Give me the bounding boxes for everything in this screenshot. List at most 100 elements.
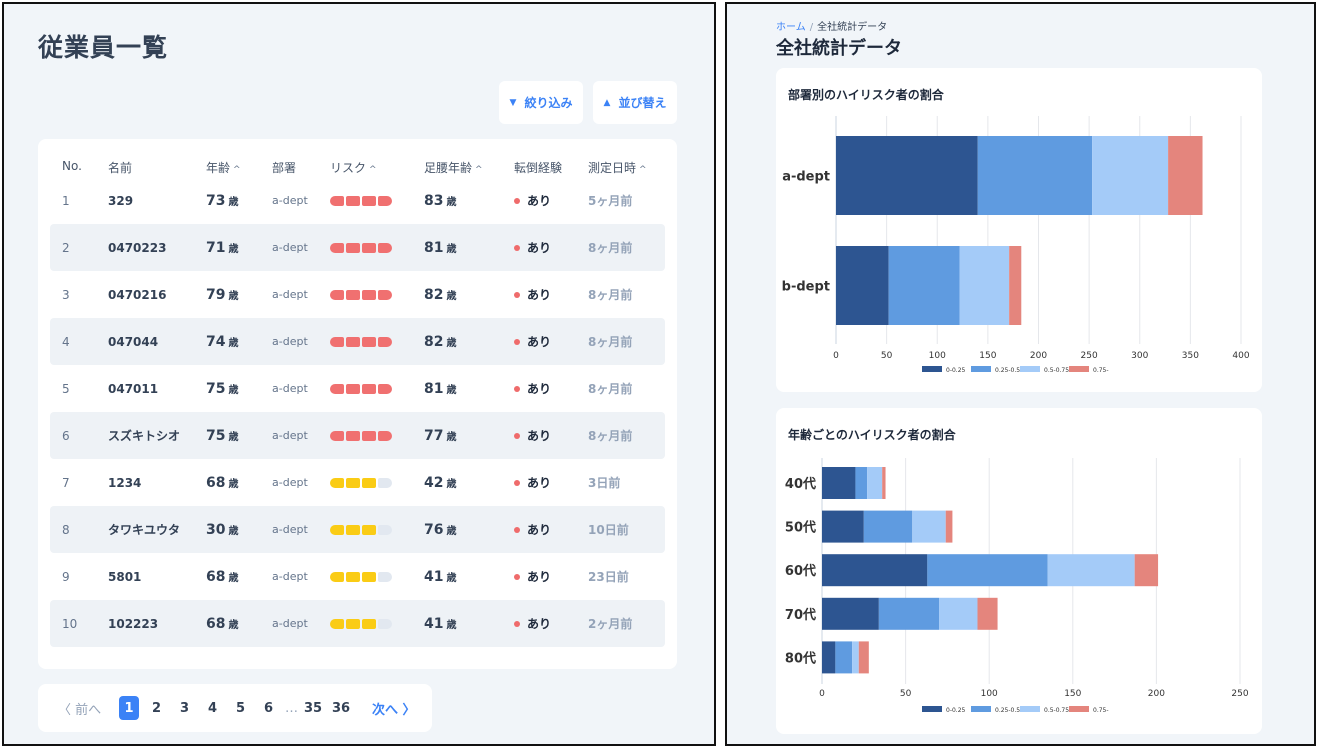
bar-segment[interactable] (863, 510, 913, 543)
bar-segment[interactable] (959, 246, 1010, 325)
col-header-risk[interactable]: リスク ^ (330, 159, 377, 176)
bar-segment[interactable] (882, 467, 886, 499)
bar-segment[interactable] (822, 641, 836, 674)
foot-age-value: 82 (424, 286, 444, 303)
pagination-ellipsis: … (285, 700, 298, 716)
bar-segment[interactable] (1047, 554, 1135, 587)
table-row[interactable]: 7 1234 68 歳 a-dept 42 歳あり 3日前 (50, 459, 665, 506)
age-value: 71 (206, 239, 226, 256)
bar-segment[interactable] (822, 510, 864, 543)
bar-segment[interactable] (927, 554, 1048, 587)
table-row[interactable]: 4 047044 74 歳 a-dept 82 歳あり 8ヶ月前 (50, 318, 665, 365)
employee-dept: a-dept (272, 382, 308, 395)
table-row[interactable]: 8 タワキユウタ 30 歳 a-dept 76 歳あり 10日前 (50, 506, 665, 553)
risk-meter (330, 412, 392, 459)
age-unit: 歳 (446, 620, 457, 631)
page-button-36[interactable]: 36 (332, 700, 351, 716)
bar-segment[interactable] (836, 136, 978, 215)
table-row[interactable]: 2 0470223 71 歳 a-dept 81 歳あり 8ヶ月前 (50, 224, 665, 271)
foot-age: 77 歳 (424, 412, 456, 459)
bar-segment[interactable] (836, 246, 889, 325)
bar-segment[interactable] (867, 467, 883, 499)
age-value: 68 (206, 474, 226, 491)
bar-segment[interactable] (855, 467, 868, 499)
col-header-measured-label: 測定日時 (588, 161, 637, 175)
bar-segment[interactable] (858, 641, 869, 674)
bar-segment[interactable] (835, 641, 853, 674)
measured-time: 2ヶ月前 (588, 617, 633, 631)
risk-segment (346, 242, 360, 253)
table-row[interactable]: 5 047011 75 歳 a-dept 81 歳あり 8ヶ月前 (50, 365, 665, 412)
table-row[interactable]: 9 5801 68 歳 a-dept 41 歳あり 23日前 (50, 553, 665, 600)
bar-segment[interactable] (977, 136, 1093, 215)
filter-button[interactable]: ▼ 絞り込み (499, 81, 583, 124)
bar-segment[interactable] (878, 597, 940, 630)
foot-age-value: 83 (424, 192, 444, 209)
bar-segment[interactable] (977, 597, 998, 630)
bar-segment[interactable] (912, 510, 946, 543)
table-row[interactable]: 6 スズキトシオ 75 歳 a-dept 77 歳あり 8ヶ月前 (50, 412, 665, 459)
col-header-foot-age-label: 足腰年齢 (424, 161, 473, 175)
foot-age-value: 77 (424, 427, 444, 444)
page-button-6[interactable]: 6 (264, 700, 274, 716)
risk-segment (346, 336, 360, 347)
bar-segment[interactable] (822, 597, 879, 630)
category-label: 40代 (785, 476, 816, 492)
bar-segment[interactable] (822, 467, 856, 499)
filter-button-label: 絞り込み (524, 96, 573, 110)
table-row[interactable]: 10 102223 68 歳 a-dept 41 歳あり 2ヶ月前 (50, 600, 665, 647)
risk-segment (378, 524, 392, 535)
bar-segment[interactable] (888, 246, 960, 325)
col-header-measured[interactable]: 測定日時 ^ (588, 159, 647, 176)
risk-segment (362, 242, 376, 253)
prev-page-button[interactable]: 〈 前へ (58, 702, 102, 718)
breadcrumb-home-link[interactable]: ホーム (776, 22, 806, 33)
bar-segment[interactable] (939, 597, 978, 630)
table-row[interactable]: 3 0470216 79 歳 a-dept 82 歳あり 8ヶ月前 (50, 271, 665, 318)
status-dot-icon (514, 479, 520, 486)
page-button-4[interactable]: 4 (208, 700, 218, 716)
measured-time: 8ヶ月前 (588, 241, 633, 255)
x-tick-label: 0 (833, 351, 839, 361)
risk-segment (362, 524, 376, 535)
legend-swatch (971, 366, 991, 372)
age-unit: 歳 (228, 291, 239, 302)
legend-swatch (922, 366, 942, 372)
bar-segment[interactable] (1168, 136, 1203, 215)
x-tick-label: 200 (1148, 689, 1165, 699)
page-button-35[interactable]: 35 (304, 700, 323, 716)
age-unit: 歳 (228, 526, 239, 537)
page-button-3[interactable]: 3 (180, 700, 190, 716)
fall-experience: あり (514, 412, 551, 459)
foot-age-value: 81 (424, 380, 444, 397)
col-header-foot-age[interactable]: 足腰年齢 ^ (424, 159, 483, 176)
legend-label: 0.5-0.75 (1044, 707, 1069, 714)
col-header-age[interactable]: 年齢 ^ (206, 159, 241, 176)
bar-segment[interactable] (822, 554, 928, 587)
status-dot-icon (514, 244, 520, 251)
next-page-button[interactable]: 次へ 〉 (372, 702, 416, 718)
sort-asc-icon: ^ (369, 165, 377, 175)
risk-segment (330, 289, 344, 300)
legend-swatch (922, 706, 942, 712)
category-label: 80代 (785, 650, 816, 666)
category-label: a-dept (782, 170, 830, 185)
x-tick-label: 0 (819, 689, 825, 699)
page-button-2[interactable]: 2 (152, 700, 162, 716)
foot-age: 82 歳 (424, 271, 456, 318)
measured-time: 8ヶ月前 (588, 382, 633, 396)
risk-segment (346, 571, 360, 582)
page-button-5[interactable]: 5 (236, 700, 246, 716)
bar-segment[interactable] (945, 510, 953, 543)
foot-age-value: 76 (424, 521, 444, 538)
employee-name: 047011 (108, 381, 159, 396)
bar-segment[interactable] (1134, 554, 1159, 587)
page-button-1[interactable]: 1 (119, 696, 139, 720)
bar-segment[interactable] (1092, 136, 1169, 215)
table-row[interactable]: 1 329 73 歳 a-dept 83 歳あり 5ヶ月前 (50, 177, 665, 224)
fall-value: あり (527, 523, 552, 537)
bar-segment[interactable] (852, 641, 859, 674)
bar-segment[interactable] (1009, 246, 1022, 325)
legend-swatch (971, 706, 991, 712)
sort-button[interactable]: ▲ 並び替え (593, 81, 677, 124)
